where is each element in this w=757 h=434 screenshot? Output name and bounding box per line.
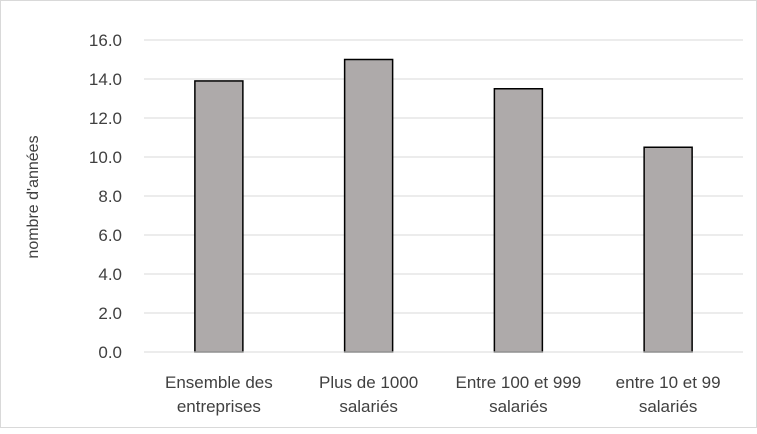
- x-tick-label: Ensemble des entreprises: [165, 373, 273, 416]
- bar: [644, 147, 692, 352]
- bar: [494, 89, 542, 352]
- y-tick-label: 16.0: [89, 31, 122, 50]
- y-tick-label: 10.0: [89, 148, 122, 167]
- y-tick-label: 4.0: [98, 265, 122, 284]
- y-axis-label: nombre d'années: [25, 135, 42, 258]
- bar: [345, 60, 393, 353]
- bars: [195, 60, 692, 353]
- y-tick-label: 6.0: [98, 226, 122, 245]
- y-tick-label: 8.0: [98, 187, 122, 206]
- x-tick-label: Entre 100 et 999 salariés: [456, 373, 582, 416]
- y-tick-label: 12.0: [89, 109, 122, 128]
- x-tick-label: Plus de 1000 salariés: [319, 373, 418, 416]
- x-tick-labels: Ensemble des entreprises Plus de 1000 salar…: [165, 373, 721, 416]
- x-tick-label: entre 10 et 99 salariés: [616, 373, 721, 416]
- y-tick-label: 0.0: [98, 343, 122, 362]
- y-tick-label: 2.0: [98, 304, 122, 323]
- y-tick-labels: 0.0 2.0 4.0 6.0 8.0 10.0 12.0 14.0 16.0: [89, 31, 122, 362]
- y-tick-label: 14.0: [89, 70, 122, 89]
- bar: [195, 81, 243, 352]
